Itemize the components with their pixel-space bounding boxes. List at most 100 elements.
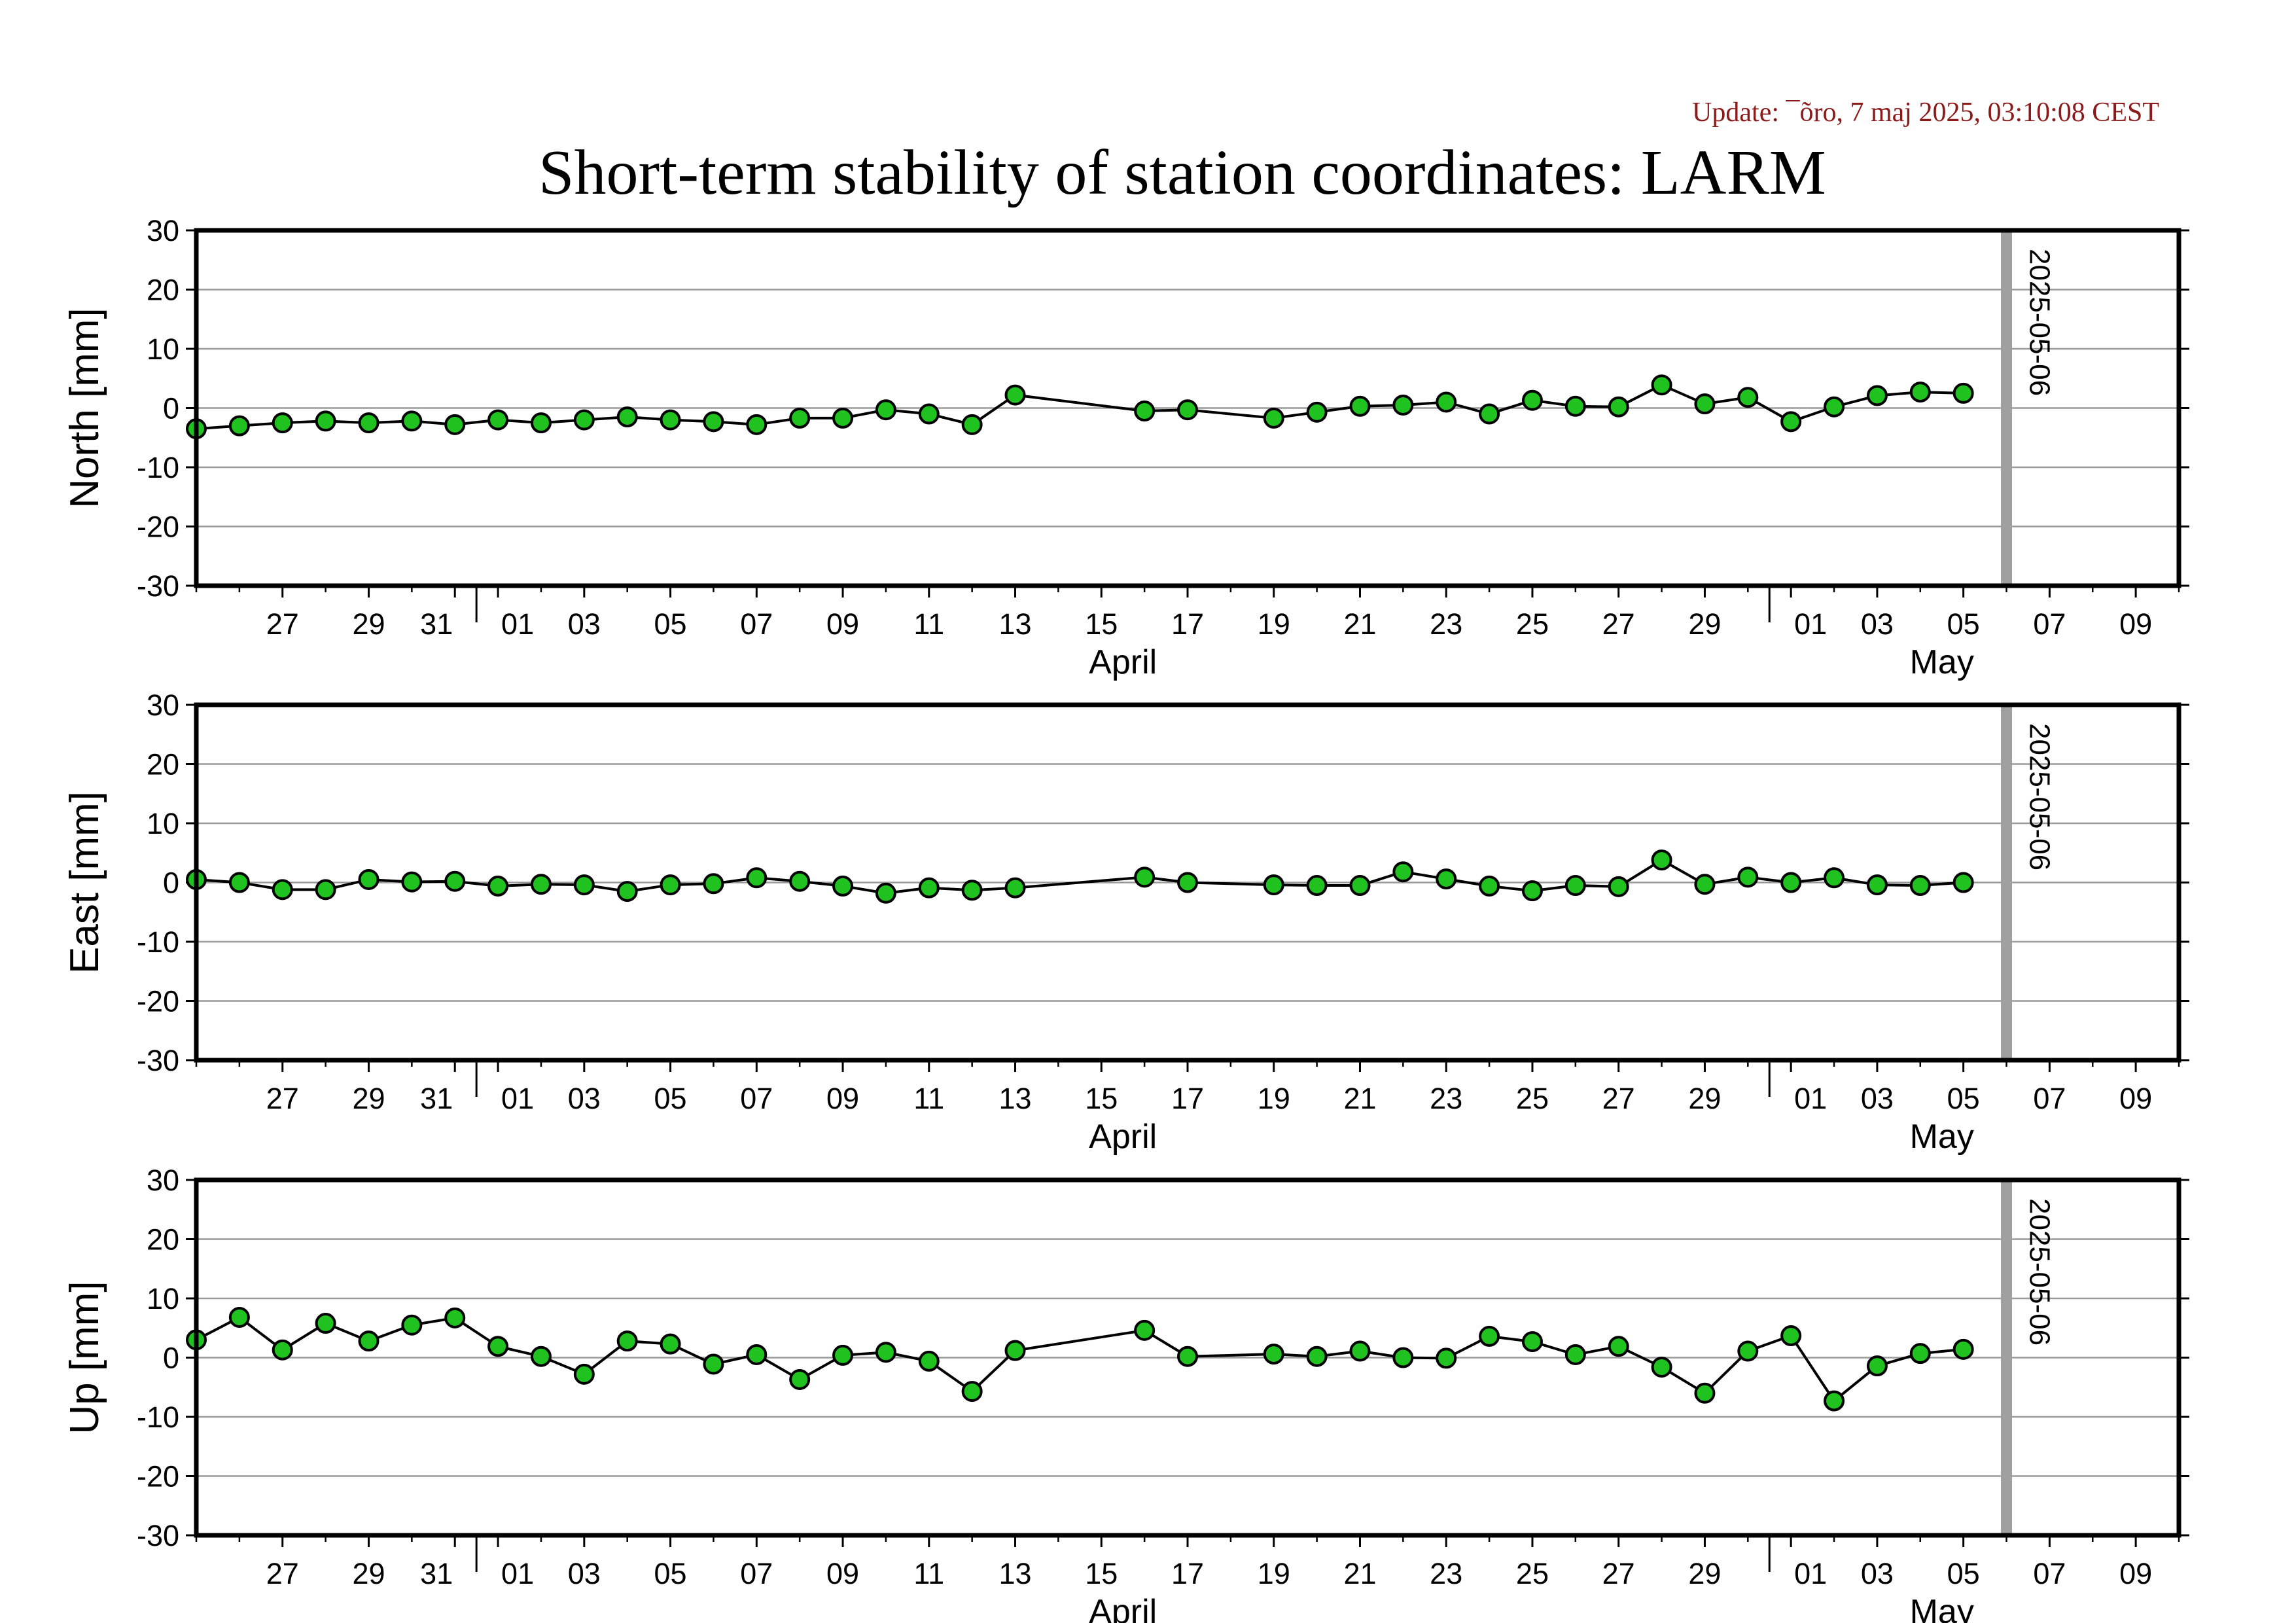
east-data-point (358, 868, 380, 890)
up-xtick-label: 17 (1171, 1557, 1204, 1590)
up-data-point (1306, 1346, 1328, 1367)
up-xtick-label: 13 (998, 1557, 1031, 1590)
north-data-point (1306, 401, 1328, 423)
up-xtick-label: 27 (266, 1557, 299, 1590)
east-data-point (1608, 876, 1629, 897)
north-xtick-label: 21 (1343, 607, 1376, 641)
up-xtick-label: 25 (1516, 1557, 1549, 1590)
up-data-point (1134, 1319, 1156, 1341)
up-data-point (961, 1381, 983, 1402)
up-data-point (1737, 1340, 1759, 1362)
east-data-point (1306, 875, 1328, 897)
up-data-point (1780, 1325, 1802, 1347)
north-data-point (530, 412, 552, 434)
east-data-point (961, 880, 983, 901)
east-ytick-label: 30 (147, 688, 179, 722)
east-xtick-label: 29 (1688, 1082, 1721, 1115)
east-xtick-label: 01 (501, 1082, 534, 1115)
north-data-point (401, 410, 423, 432)
up-data-point (1479, 1325, 1500, 1347)
up-xtick-label: 09 (826, 1557, 859, 1590)
up-xtick-label: 03 (568, 1557, 601, 1590)
north-data-point (1952, 382, 1974, 404)
up-data-point (573, 1363, 595, 1385)
north-data-point (789, 407, 811, 429)
north-data-point (228, 415, 250, 437)
east-data-point (1737, 866, 1759, 888)
up-xtick-label: 23 (1430, 1557, 1462, 1590)
up-data-point (660, 1333, 681, 1355)
north-data-point (1909, 382, 1931, 403)
east-xtick-label: 09 (826, 1082, 859, 1115)
up-data-point (703, 1353, 724, 1375)
up-data-point (1177, 1346, 1198, 1367)
north-data-point (1824, 396, 1845, 418)
north-xtick-label: 17 (1171, 607, 1204, 641)
north-data-point (1651, 374, 1672, 396)
up-xtick-label: 21 (1343, 1557, 1376, 1590)
up-data-point (1909, 1343, 1931, 1364)
north-xtick-label: 03 (1861, 607, 1894, 641)
up-data-point (487, 1336, 509, 1357)
east-xtick-label: 15 (1085, 1082, 1118, 1115)
east-data-point (875, 882, 896, 904)
east-data-point (832, 875, 854, 897)
east-data-point (1177, 872, 1198, 893)
up-data-point (358, 1330, 380, 1352)
east-data-point (530, 874, 552, 895)
north-ylabel: North [mm] (62, 308, 107, 508)
up-xtick-label: 07 (2033, 1557, 2066, 1590)
east-data-point (1952, 872, 1974, 893)
up-xtick-label: 09 (2119, 1557, 2152, 1590)
north-data-point (1134, 401, 1156, 422)
east-data-point (789, 870, 811, 892)
east-data-point (1694, 874, 1716, 895)
north-panel: 30 20 10 0 -10 -20 -30 2025-05-06 27 29 31 01 03 05 07… (62, 214, 2189, 681)
north-data-point (1436, 391, 1457, 413)
east-xtick-label: 25 (1516, 1082, 1549, 1115)
north-xtick-label: 05 (654, 607, 687, 641)
east-data-point (1479, 875, 1500, 897)
up-data-point (832, 1344, 854, 1366)
east-data-point (1521, 880, 1543, 902)
east-xtick-label: 23 (1430, 1082, 1462, 1115)
up-data-point (1349, 1340, 1371, 1362)
north-data-point (746, 414, 768, 435)
east-xtick-label: 27 (266, 1082, 299, 1115)
east-xtick-label: 03 (568, 1082, 601, 1115)
north-data-point (1866, 385, 1888, 406)
up-data-point (616, 1330, 638, 1352)
east-data-point (1780, 872, 1802, 893)
north-xtick-label: 23 (1430, 607, 1462, 641)
east-data-point (746, 867, 768, 889)
east-data-point (487, 875, 509, 897)
north-data-point (616, 406, 638, 428)
north-data-point (660, 409, 681, 431)
east-ytick-label: -20 (137, 985, 179, 1018)
up-ytick-label: -10 (137, 1400, 179, 1434)
north-data-point (1780, 411, 1802, 433)
up-xtick-label: 19 (1258, 1557, 1290, 1590)
up-data-point (746, 1344, 768, 1365)
east-data-point (1909, 875, 1931, 897)
north-xtick-label: 31 (420, 607, 453, 641)
east-data-point (573, 874, 595, 896)
north-data-point (1479, 403, 1500, 425)
up-xtick-label: 15 (1085, 1557, 1118, 1590)
up-xtick-label: 03 (1861, 1557, 1894, 1590)
north-ytick-label: -20 (137, 510, 179, 544)
east-xtick-label: 17 (1171, 1082, 1204, 1115)
east-data-point (1651, 849, 1672, 871)
up-ytick-label: 0 (163, 1342, 179, 1375)
north-ytick-label: -30 (137, 569, 179, 603)
up-xtick-label: 07 (740, 1557, 773, 1590)
north-xtick-label: 29 (1688, 607, 1721, 641)
east-month-label: May (1910, 1118, 1974, 1156)
north-xtick-label: 13 (998, 607, 1031, 641)
up-month-label: April (1089, 1593, 1157, 1623)
up-ytick-label: -30 (137, 1519, 179, 1552)
north-xtick-label: 09 (826, 607, 859, 641)
north-data-point (315, 410, 336, 432)
north-data-point (1349, 395, 1371, 417)
